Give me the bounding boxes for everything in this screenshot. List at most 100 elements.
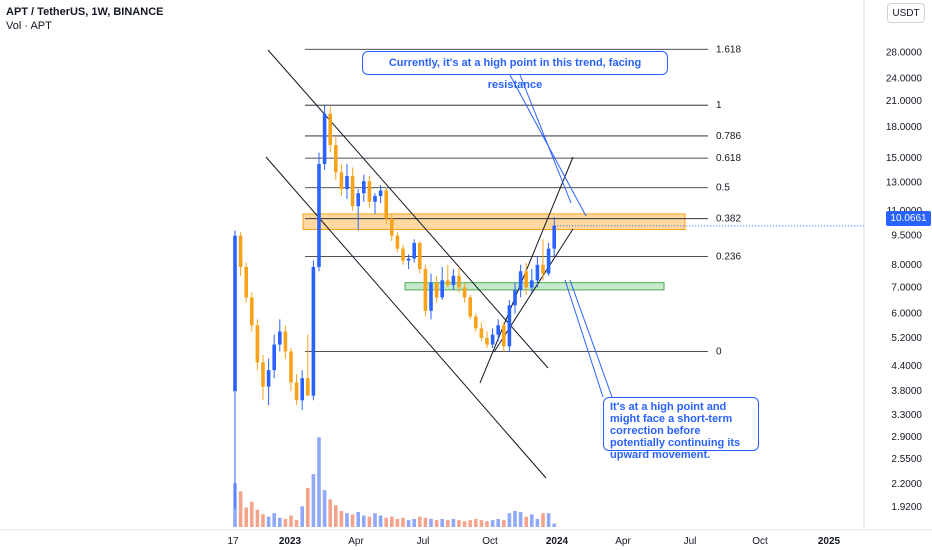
volume-bar bbox=[345, 513, 349, 527]
volume-bar bbox=[294, 520, 299, 527]
volume-bar bbox=[429, 518, 433, 527]
x-tick-label: Apr bbox=[348, 536, 364, 547]
volume-bar bbox=[462, 521, 467, 527]
volume-bar bbox=[278, 517, 282, 527]
volume-bar bbox=[339, 510, 344, 527]
candle-body bbox=[261, 362, 265, 387]
candle-body bbox=[401, 248, 405, 261]
volume-bar bbox=[474, 518, 478, 527]
candle-body bbox=[278, 331, 282, 345]
candle-body bbox=[429, 282, 433, 311]
x-tick-label: Oct bbox=[482, 536, 498, 547]
x-tick-label: 2025 bbox=[818, 536, 841, 547]
volume-bar bbox=[350, 514, 355, 527]
candle-body bbox=[457, 275, 461, 288]
candle-body bbox=[418, 242, 422, 270]
candle-body bbox=[395, 235, 400, 249]
candle-body bbox=[412, 242, 416, 259]
y-tick-label: 13.0000 bbox=[886, 177, 923, 188]
fib-level-label: 0.382 bbox=[716, 214, 741, 225]
fib-level-label: 0 bbox=[716, 346, 722, 357]
volume-bar bbox=[356, 512, 360, 527]
volume-bar bbox=[468, 520, 472, 527]
candle-body bbox=[317, 163, 321, 267]
y-tick-label: 5.2000 bbox=[891, 333, 922, 344]
trend-line-1 bbox=[267, 49, 549, 369]
candle-body bbox=[283, 331, 288, 352]
fib-level-label: 0.618 bbox=[716, 153, 741, 164]
candle-body bbox=[350, 176, 355, 207]
y-tick-label: 15.0000 bbox=[886, 153, 923, 164]
annotation-correction[interactable]: It's at a high point and might face a sh… bbox=[603, 397, 759, 461]
fib-level-label: 0.5 bbox=[716, 183, 730, 194]
volume-bar bbox=[535, 518, 540, 527]
candle-body bbox=[479, 328, 484, 338]
volume-bar bbox=[334, 505, 338, 527]
volume-bar bbox=[373, 513, 377, 527]
currency-button[interactable]: USDT bbox=[887, 3, 925, 23]
y-tick-label: 4.4000 bbox=[891, 361, 922, 372]
volume-bar bbox=[546, 513, 551, 527]
candle-body bbox=[384, 190, 388, 219]
volume-bar bbox=[440, 518, 444, 527]
candle-body bbox=[468, 297, 472, 317]
candle-body bbox=[233, 235, 237, 392]
volume-bar bbox=[266, 516, 271, 527]
volume-bar bbox=[457, 520, 461, 527]
candle-body bbox=[423, 269, 428, 311]
y-tick-label: 6.0000 bbox=[891, 309, 922, 320]
volume-legend: Vol · APT bbox=[6, 20, 52, 32]
x-tick-label: Jul bbox=[684, 536, 697, 547]
volume-bar bbox=[378, 515, 383, 527]
volume-bar bbox=[289, 515, 293, 527]
candle-body bbox=[546, 248, 551, 274]
volume-bar bbox=[395, 518, 400, 527]
annotation-pointer bbox=[564, 279, 604, 398]
volume-bar bbox=[390, 516, 394, 527]
candle-body bbox=[238, 235, 243, 267]
candle-body bbox=[474, 316, 478, 329]
volume-bar bbox=[418, 516, 422, 527]
x-tick-label: Jul bbox=[417, 536, 430, 547]
trend-line-2 bbox=[265, 156, 547, 479]
candle-body bbox=[513, 289, 517, 306]
y-tick-label: 28.0000 bbox=[886, 47, 923, 58]
annotation-resistance[interactable]: Currently, it's at a high point in this … bbox=[362, 51, 668, 91]
candle-body bbox=[311, 266, 316, 396]
volume-bar bbox=[261, 514, 265, 527]
volume-bar bbox=[552, 523, 556, 527]
candle-body bbox=[378, 190, 383, 197]
candle-body bbox=[462, 287, 467, 298]
y-tick-label: 18.0000 bbox=[886, 122, 923, 133]
x-tick-label: 2024 bbox=[546, 536, 569, 547]
volume-bar bbox=[311, 474, 316, 527]
resistance-zone bbox=[302, 213, 686, 231]
candle-body bbox=[334, 145, 338, 173]
volume-bar bbox=[496, 518, 500, 527]
volume-bar bbox=[250, 501, 254, 527]
candle-body bbox=[373, 196, 377, 202]
volume-bar bbox=[530, 514, 534, 527]
volume-bar bbox=[406, 520, 411, 527]
annotation-pointer bbox=[569, 279, 613, 398]
volume-bar bbox=[401, 517, 405, 527]
candle-body bbox=[451, 275, 456, 286]
volume-bar bbox=[255, 509, 260, 527]
volume-bar bbox=[317, 437, 321, 527]
volume-bar bbox=[541, 513, 545, 527]
candle-body bbox=[244, 266, 248, 298]
support-zone bbox=[404, 282, 665, 291]
x-tick-label: Oct bbox=[752, 536, 768, 547]
candle-body bbox=[294, 382, 299, 401]
fib-level-label: 1.618 bbox=[716, 44, 741, 55]
volume-bar bbox=[283, 518, 288, 527]
volume-bar bbox=[238, 491, 243, 527]
volume-bar bbox=[502, 520, 506, 527]
volume-bar bbox=[306, 487, 310, 527]
candle-body bbox=[266, 370, 271, 387]
candle-body bbox=[406, 258, 411, 261]
candle-body bbox=[502, 325, 506, 347]
y-tick-label: 24.0000 bbox=[886, 73, 923, 84]
last-price-tag: 10.0661 bbox=[886, 211, 931, 226]
